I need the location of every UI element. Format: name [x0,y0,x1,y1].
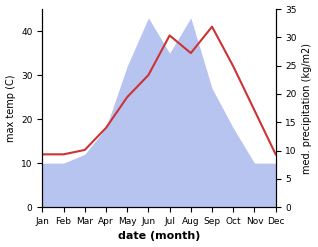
X-axis label: date (month): date (month) [118,231,200,242]
Y-axis label: max temp (C): max temp (C) [5,74,16,142]
Y-axis label: med. precipitation (kg/m2): med. precipitation (kg/m2) [302,43,313,174]
